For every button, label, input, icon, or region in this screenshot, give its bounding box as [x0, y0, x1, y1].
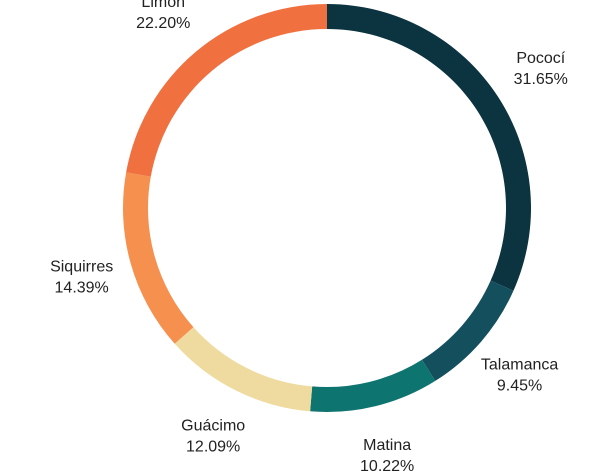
value-label: 10.22%	[360, 458, 414, 475]
segment-label: Guácimo	[181, 417, 245, 434]
donut-segment	[310, 359, 436, 412]
donut-segment	[174, 327, 313, 412]
segment-label: Limón	[141, 0, 185, 11]
segment-label: Pococí	[516, 50, 565, 67]
donut-segment	[421, 280, 514, 381]
segment-label: Siquirres	[50, 259, 113, 276]
value-label: 22.20%	[136, 15, 190, 32]
value-label: 14.39%	[55, 280, 109, 297]
donut-segment	[327, 4, 531, 291]
donut-segment	[126, 4, 328, 177]
value-label: 31.65%	[514, 71, 568, 88]
value-label: 9.45%	[497, 377, 542, 394]
donut-segment	[123, 172, 194, 344]
segment-label: Talamanca	[481, 356, 558, 373]
segment-label: Matina	[363, 437, 411, 454]
value-label: 12.09%	[186, 438, 240, 455]
